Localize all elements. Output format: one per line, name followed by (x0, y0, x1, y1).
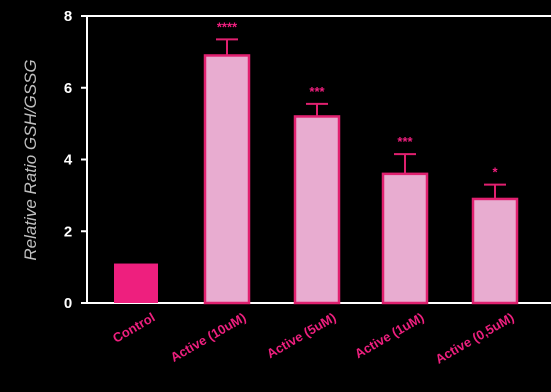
significance-marker: * (492, 165, 498, 180)
y-ticks: 0 2 4 6 8 (64, 8, 87, 312)
bar (114, 263, 158, 303)
y-tick-label: 2 (64, 223, 72, 240)
y-tick-label: 8 (64, 8, 72, 25)
bar (471, 197, 519, 305)
y-tick-label: 4 (64, 152, 73, 169)
significance-marker: *** (397, 134, 413, 149)
significance-markers: *********** (217, 19, 499, 179)
y-axis-label: Relative Ratio GSH/GSSG (21, 59, 40, 260)
bar (293, 115, 341, 305)
error-bars (216, 38, 506, 199)
bar (381, 172, 429, 305)
bar (203, 54, 251, 305)
significance-marker: *** (309, 84, 325, 99)
significance-marker: **** (217, 19, 238, 34)
y-tick-label: 6 (64, 80, 72, 97)
y-tick-label: 0 (64, 295, 72, 312)
bars (114, 54, 519, 305)
